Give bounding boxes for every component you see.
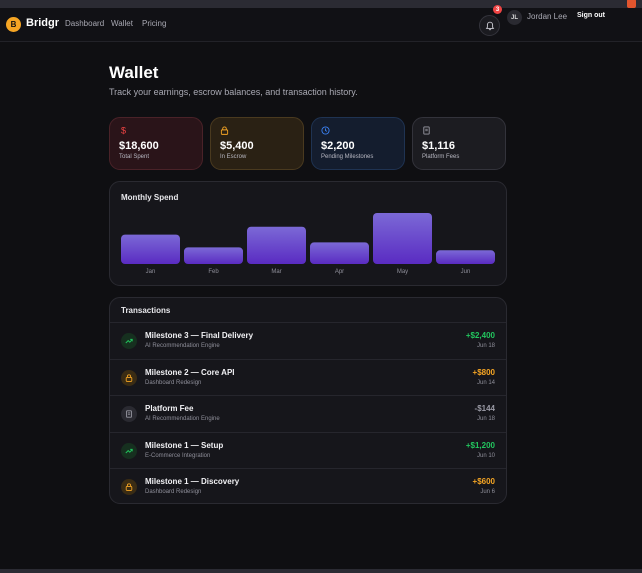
stat-label: Platform Fees <box>422 154 460 160</box>
transaction-name: Milestone 1 — Discovery <box>145 477 240 486</box>
trend-up-icon <box>121 333 137 349</box>
nav-link-dashboard[interactable]: Dashboard <box>65 19 105 28</box>
transaction-project: E-Commerce Integration <box>145 452 211 459</box>
top-navbar: B Bridgr Dashboard Wallet Pricing <box>0 8 642 42</box>
transaction-row[interactable]: Milestone 3 — Final Delivery AI Recommend… <box>110 322 506 358</box>
transaction-name: Milestone 1 — Setup <box>145 440 224 450</box>
user-name[interactable]: Jordan Lee <box>527 12 568 21</box>
bottom-bar <box>0 569 642 573</box>
stat-label: Pending Milestones <box>321 154 374 160</box>
stat-card-pending-milestones: $2,200 Pending Milestones <box>311 117 405 170</box>
transaction-date: Jun 14 <box>476 379 495 386</box>
page-subtitle: Track your earnings, escrow balances, an… <box>109 87 358 97</box>
transaction-amount: +$1,200 <box>465 440 495 450</box>
transaction-name: Milestone 2 — Core API <box>145 367 235 377</box>
bar-mar[interactable] <box>247 226 306 264</box>
brand-name[interactable]: Bridgr <box>26 17 59 29</box>
trend-up-icon <box>121 442 137 459</box>
transaction-date: Jun 6 <box>480 489 495 495</box>
chart-title: Monthly Spend <box>121 193 179 202</box>
stat-value: $18,600 <box>119 140 159 152</box>
transaction-amount: +$2,400 <box>465 331 495 340</box>
nav-link-pricing[interactable]: Pricing <box>142 19 167 28</box>
transaction-row[interactable]: Milestone 2 — Core API Dashboard Redesign… <box>110 358 506 395</box>
transaction-amount: -$144 <box>474 404 495 413</box>
x-tick-label: Feb <box>208 269 219 275</box>
bar-feb[interactable] <box>184 247 243 264</box>
receipt-icon <box>423 126 430 135</box>
transaction-amount: +$600 <box>472 477 495 486</box>
browser-toolbar <box>0 0 642 8</box>
transaction-name: Milestone 3 — Final Delivery <box>145 331 254 340</box>
browser-icons <box>627 0 636 8</box>
x-tick-label: Jan <box>146 269 156 275</box>
svg-text:$: $ <box>121 126 126 135</box>
stat-label: In Escrow <box>220 154 247 160</box>
transaction-project: AI Recommendation Engine <box>145 416 220 422</box>
stat-value: $2,200 <box>321 140 355 152</box>
transaction-date: Jun 18 <box>476 343 495 349</box>
bell-icon <box>485 21 495 31</box>
stat-card-in-escrow: $5,400 In Escrow <box>210 117 304 170</box>
monthly-spend-card: Monthly Spend Jan Feb Mar Apr May Jun <box>109 181 507 286</box>
x-tick-label: Mar <box>271 269 281 275</box>
lock-icon <box>121 369 137 386</box>
dollar-icon: $ <box>121 126 126 135</box>
browser-extension-icon[interactable] <box>627 0 636 8</box>
stat-value: $5,400 <box>220 140 254 152</box>
transaction-date: Jun 10 <box>476 452 495 459</box>
clock-icon <box>321 126 330 135</box>
transaction-row[interactable]: Platform Fee AI Recommendation Engine -$14… <box>110 395 506 431</box>
transactions-card: Transactions Milestone 3 — Final Deliver… <box>109 297 507 504</box>
transaction-project: Dashboard Redesign <box>145 379 202 386</box>
bar-jun[interactable] <box>436 250 495 264</box>
transaction-date: Jun 18 <box>476 416 495 422</box>
page-title: Wallet <box>109 63 159 82</box>
stat-label: Total Spent <box>119 154 150 160</box>
bar-jan[interactable] <box>121 234 180 264</box>
transaction-amount: +$800 <box>472 367 495 377</box>
x-tick-label: Apr <box>335 269 344 275</box>
notifications-button[interactable] <box>479 15 500 36</box>
x-tick-label: May <box>397 269 408 275</box>
logo-icon[interactable]: B <box>6 17 21 32</box>
transaction-project: AI Recommendation Engine <box>145 343 220 349</box>
receipt-icon <box>121 406 137 422</box>
lock-icon <box>220 126 229 135</box>
bar-may[interactable] <box>373 213 432 264</box>
lock-icon <box>121 479 137 495</box>
stat-card-platform-fees: $1,116 Platform Fees <box>412 117 506 170</box>
transaction-project: Dashboard Redesign <box>145 489 202 495</box>
transaction-row[interactable]: Milestone 1 — Setup E-Commerce Integratio… <box>110 431 506 468</box>
x-tick-label: Jun <box>461 269 471 275</box>
avatar[interactable]: JL <box>507 10 522 25</box>
stat-value: $1,116 <box>422 140 456 152</box>
nav-link-wallet[interactable]: Wallet <box>111 19 133 28</box>
notification-count-badge: 3 <box>493 5 502 14</box>
stat-card-total-spent: $ $18,600 Total Spent <box>109 117 203 170</box>
transaction-name: Platform Fee <box>145 404 194 413</box>
sign-out-button[interactable]: Sign out <box>577 12 605 19</box>
bar-apr[interactable] <box>310 242 369 264</box>
monthly-spend-chart: Jan Feb Mar Apr May Jun <box>121 213 495 275</box>
transaction-row[interactable]: Milestone 1 — Discovery Dashboard Redesig… <box>110 468 506 504</box>
transactions-title: Transactions <box>121 306 171 315</box>
